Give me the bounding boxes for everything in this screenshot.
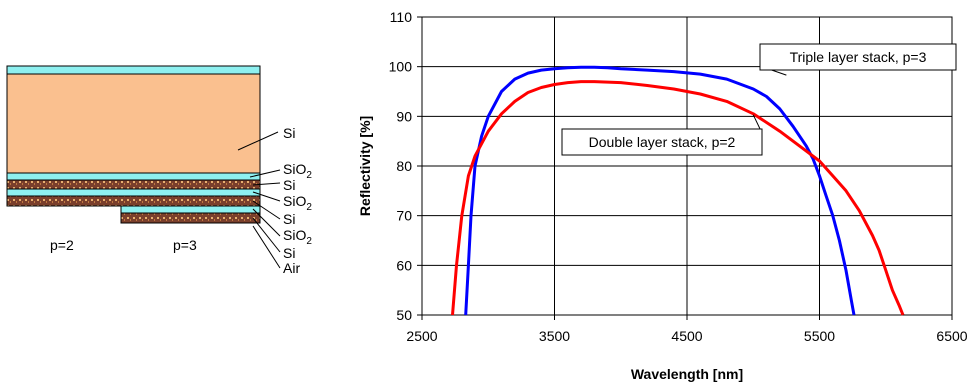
stack-label-p3: p=3 <box>173 237 197 253</box>
y-tick-label: 110 <box>390 9 413 25</box>
label-sio2-2: SiO2 <box>283 193 312 213</box>
label-leader-lines <box>237 131 281 269</box>
label-si-bulk: Si <box>283 125 295 141</box>
reflectivity-chart: 50 60 70 80 90 100 110 2500 3500 4500 5500 6500 Tri… <box>357 9 968 382</box>
si-thin-layer-3 <box>120 212 261 224</box>
y-tick-label: 80 <box>396 158 412 174</box>
axis-ticks: 50 60 70 80 90 100 110 2500 3500 4500 5500 6500 <box>389 9 968 344</box>
series-lines <box>451 65 905 316</box>
label-air: Air <box>283 260 300 276</box>
label-sio2-3: SiO2 <box>283 227 312 247</box>
si-bulk-layer <box>6 73 261 174</box>
sio2-layer-2 <box>6 188 261 197</box>
sio2-layer-1 <box>6 172 261 181</box>
y-axis-title: Reflectivity [%] <box>357 116 373 216</box>
x-tick-label: 4500 <box>671 328 702 344</box>
triple-layer-annotation: Triple layer stack, p=3 <box>790 49 927 65</box>
y-tick-label: 60 <box>396 257 412 273</box>
stack-label-p2: p=2 <box>50 237 74 253</box>
label-si-2: Si <box>283 211 295 227</box>
x-tick-label: 5500 <box>804 328 835 344</box>
layer-stack-diagram: Si SiO2 Si SiO2 Si SiO2 Si Air p=2 p=3 <box>6 65 312 276</box>
si-thin-layer-1 <box>6 179 261 190</box>
double-layer-annotation: Double layer stack, p=2 <box>589 134 736 150</box>
y-tick-label: 50 <box>396 307 412 323</box>
label-si-1: Si <box>283 177 295 193</box>
x-tick-label: 6500 <box>936 328 967 344</box>
y-tick-label: 70 <box>396 208 412 224</box>
sio2-top-layer <box>6 65 261 75</box>
x-tick-label: 2500 <box>406 328 437 344</box>
y-tick-label: 100 <box>389 59 413 75</box>
annotation-box <box>561 128 763 156</box>
sio2-layer-3 <box>120 205 261 214</box>
x-tick-label: 3500 <box>539 328 570 344</box>
y-tick-label: 90 <box>396 108 412 124</box>
label-si-3: Si <box>283 245 295 261</box>
label-sio2-1: SiO2 <box>283 161 312 181</box>
annotation-box <box>759 43 957 71</box>
series-annotations: Triple layer stack, p=3 Double layer stac… <box>561 43 957 156</box>
double-layer-series-line <box>451 80 905 316</box>
si-thin-layer-2 <box>6 195 261 207</box>
x-axis-title: Wavelength [nm] <box>631 366 743 382</box>
triple-layer-series-line <box>464 65 856 316</box>
